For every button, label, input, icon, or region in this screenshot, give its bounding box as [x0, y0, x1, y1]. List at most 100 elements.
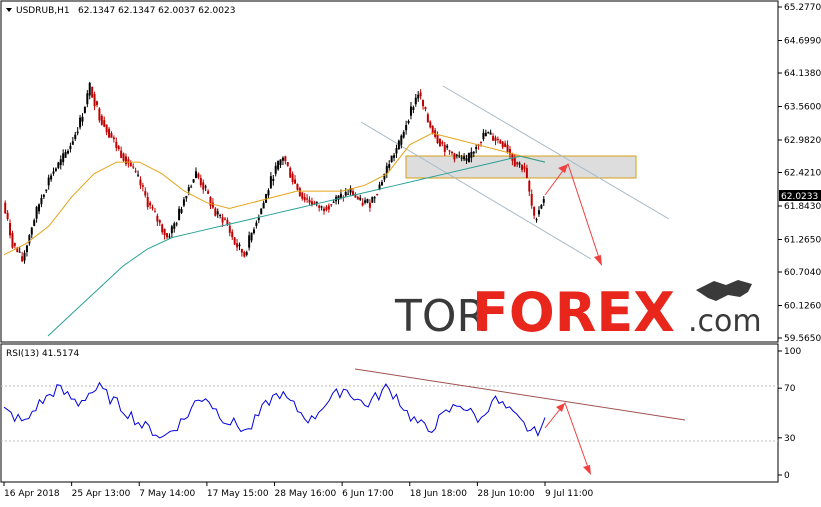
candle-body: [371, 196, 374, 203]
candle-body: [95, 101, 98, 105]
candle-body: [289, 167, 292, 178]
candle-body: [284, 156, 287, 162]
candle-body: [93, 94, 96, 107]
candle-body: [245, 252, 248, 255]
channel-upper-line: [442, 85, 670, 220]
candle-body: [393, 155, 396, 158]
time-tick-label: 6 Jun 17:00: [342, 489, 394, 499]
candle-body: [487, 132, 490, 134]
candle-body: [180, 209, 183, 213]
candle-body: [475, 147, 478, 150]
price-tick-label: 62.9820: [784, 136, 821, 146]
candle-body: [144, 191, 147, 196]
candle-body: [291, 173, 294, 183]
candle-body: [195, 171, 198, 179]
candle-body: [257, 217, 260, 221]
candle-body: [441, 141, 444, 144]
candle-body: [226, 220, 229, 226]
candle-body: [25, 245, 28, 252]
candle-body: [431, 125, 434, 134]
candle-body: [453, 153, 456, 160]
candle-body: [419, 92, 422, 97]
candle-body: [438, 138, 441, 147]
candle-body: [28, 235, 31, 244]
rsi-tick-label: 70: [784, 384, 796, 394]
candle-body: [277, 160, 280, 170]
candle-body: [405, 124, 408, 131]
candle-body: [330, 204, 333, 206]
candle-body: [380, 182, 383, 186]
candle-body: [214, 208, 217, 216]
candle-body: [359, 197, 362, 200]
symbol-dropdown-icon[interactable]: [6, 8, 12, 12]
candle-body: [412, 107, 415, 110]
ma-slow-line: [47, 155, 546, 337]
candle-body: [110, 133, 113, 138]
candle-body: [204, 186, 207, 188]
candle-body: [308, 199, 311, 203]
candle-body: [494, 137, 497, 141]
candle-body: [105, 124, 108, 133]
price-tick-label: 61.2650: [784, 235, 821, 245]
current-price-tag: [779, 190, 821, 201]
candle-body: [460, 157, 463, 159]
candle-body: [6, 212, 9, 220]
candle-body: [422, 99, 425, 107]
candle-body: [187, 187, 190, 192]
candle-body: [274, 165, 277, 174]
candle-body: [501, 141, 504, 148]
time-tick-label: 28 May 16:00: [275, 489, 337, 499]
candle-body: [281, 157, 284, 161]
candle-body: [16, 247, 19, 253]
candle-body: [479, 141, 482, 143]
candle-body: [397, 140, 400, 150]
candle-body: [306, 198, 309, 200]
time-tick-label: 25 Apr 13:00: [72, 489, 131, 499]
candle-body: [344, 192, 347, 196]
candle-body: [79, 117, 82, 128]
candle-body: [426, 114, 429, 123]
candle-body: [209, 196, 212, 206]
candle-body: [458, 155, 461, 157]
candle-body: [30, 227, 33, 235]
candle-body: [530, 193, 533, 206]
candle-body: [238, 244, 241, 247]
candle-body: [91, 86, 94, 98]
candle-body: [390, 155, 393, 163]
candle-body: [368, 202, 371, 208]
candle-body: [504, 143, 507, 148]
candle-body: [115, 141, 118, 148]
candle-body: [424, 107, 427, 110]
candle-body: [141, 185, 144, 187]
candle-body: [11, 233, 14, 248]
candle-body: [182, 199, 185, 206]
rsi-panel-frame: [0, 343, 779, 483]
candle-body: [252, 229, 255, 234]
candle-body: [409, 106, 412, 116]
candle-body: [127, 159, 130, 164]
candle-body: [192, 179, 195, 183]
candle-body: [76, 131, 79, 134]
candle-body: [356, 196, 359, 200]
candle-body: [373, 197, 376, 199]
candle-body: [537, 210, 540, 215]
candle-body: [243, 251, 246, 257]
candle-body: [354, 193, 357, 198]
candle-body: [482, 132, 485, 139]
candle-body: [463, 156, 466, 160]
candle-body: [57, 162, 60, 168]
candle-body: [385, 165, 388, 174]
rsi-tick-label: 100: [784, 347, 801, 357]
rsi-trendline: [354, 368, 686, 421]
candle-body: [231, 231, 234, 238]
candle-body: [173, 223, 176, 229]
candle-body: [400, 135, 403, 145]
candle-body: [170, 226, 173, 234]
candle-body: [388, 164, 391, 168]
candle-body: [455, 154, 458, 156]
candle-body: [272, 178, 275, 181]
candle-body: [492, 136, 495, 141]
candle-body: [402, 131, 405, 138]
candle-body: [62, 153, 65, 163]
candle-body: [347, 193, 350, 195]
